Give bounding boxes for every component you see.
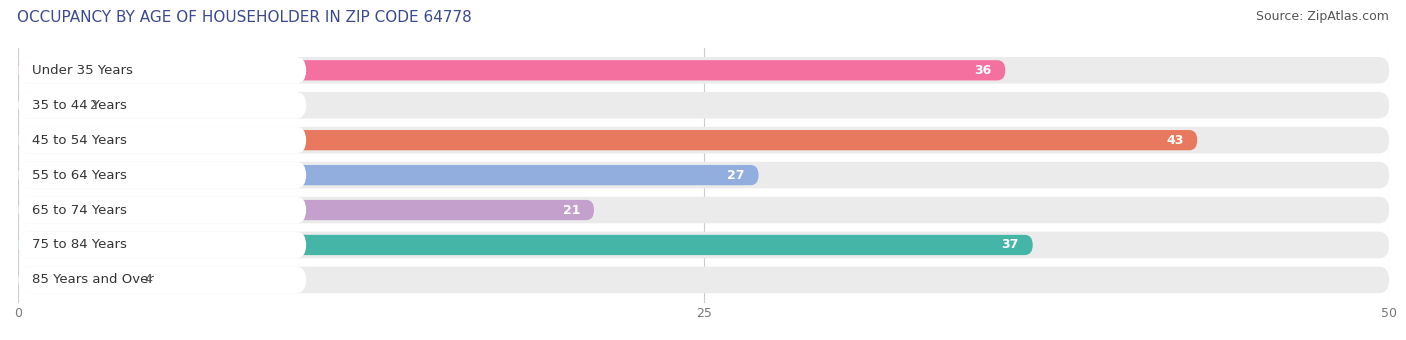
- FancyBboxPatch shape: [18, 130, 1197, 150]
- Text: 21: 21: [562, 204, 581, 217]
- Text: 35 to 44 Years: 35 to 44 Years: [32, 99, 127, 112]
- Text: 4: 4: [145, 273, 152, 286]
- FancyBboxPatch shape: [18, 267, 307, 293]
- Text: Under 35 Years: Under 35 Years: [32, 64, 132, 77]
- FancyBboxPatch shape: [18, 197, 1389, 223]
- FancyBboxPatch shape: [18, 60, 1005, 81]
- FancyBboxPatch shape: [18, 95, 73, 115]
- FancyBboxPatch shape: [18, 232, 307, 258]
- FancyBboxPatch shape: [18, 200, 593, 220]
- FancyBboxPatch shape: [18, 165, 759, 185]
- FancyBboxPatch shape: [18, 92, 1389, 119]
- FancyBboxPatch shape: [18, 57, 1389, 84]
- FancyBboxPatch shape: [18, 197, 307, 223]
- Text: OCCUPANCY BY AGE OF HOUSEHOLDER IN ZIP CODE 64778: OCCUPANCY BY AGE OF HOUSEHOLDER IN ZIP C…: [17, 10, 471, 25]
- FancyBboxPatch shape: [18, 162, 307, 188]
- FancyBboxPatch shape: [18, 92, 307, 119]
- Text: 45 to 54 Years: 45 to 54 Years: [32, 134, 127, 147]
- Text: 43: 43: [1166, 134, 1184, 147]
- Text: 2: 2: [90, 99, 97, 112]
- FancyBboxPatch shape: [18, 127, 307, 153]
- Text: 55 to 64 Years: 55 to 64 Years: [32, 169, 127, 182]
- Text: 37: 37: [1001, 238, 1019, 252]
- Text: 85 Years and Over: 85 Years and Over: [32, 273, 153, 286]
- FancyBboxPatch shape: [18, 162, 1389, 188]
- FancyBboxPatch shape: [18, 270, 128, 290]
- FancyBboxPatch shape: [18, 127, 1389, 153]
- Text: 36: 36: [974, 64, 991, 77]
- FancyBboxPatch shape: [18, 57, 307, 84]
- FancyBboxPatch shape: [18, 235, 1032, 255]
- Text: 27: 27: [727, 169, 745, 182]
- Text: 65 to 74 Years: 65 to 74 Years: [32, 204, 127, 217]
- FancyBboxPatch shape: [18, 232, 1389, 258]
- Text: Source: ZipAtlas.com: Source: ZipAtlas.com: [1256, 10, 1389, 23]
- Text: 75 to 84 Years: 75 to 84 Years: [32, 238, 127, 252]
- FancyBboxPatch shape: [18, 267, 1389, 293]
